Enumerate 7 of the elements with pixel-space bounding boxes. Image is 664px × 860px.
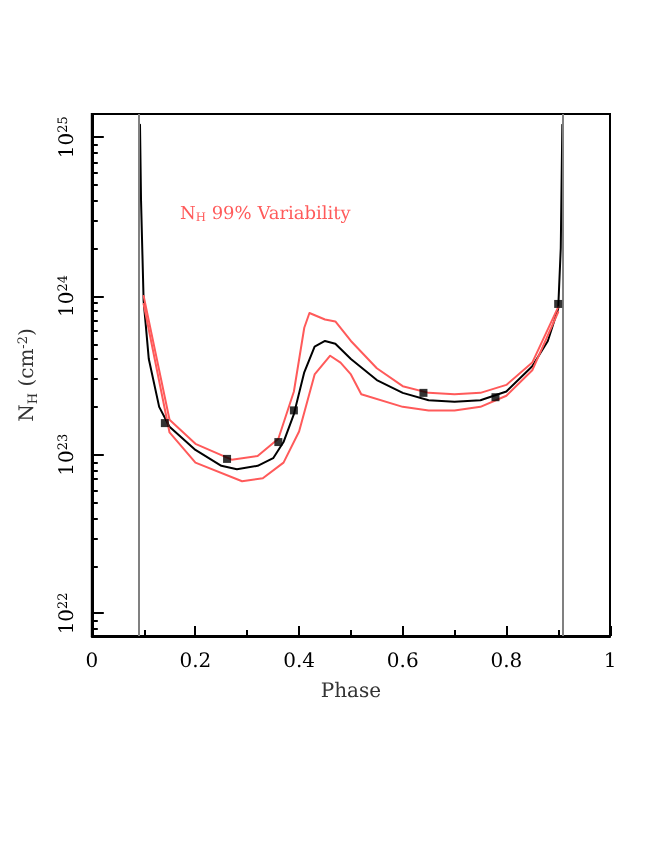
x-tick-label: 0.6 [386, 651, 419, 673]
x-tick-label: 0.2 [179, 651, 212, 673]
x-tick-label: 1 [603, 651, 617, 673]
x-tick-label: 0.4 [283, 651, 315, 673]
x-tick-label: 0.8 [490, 651, 523, 673]
x-axis-title: Phase [320, 680, 382, 703]
x-tick-label: 0 [85, 651, 99, 673]
